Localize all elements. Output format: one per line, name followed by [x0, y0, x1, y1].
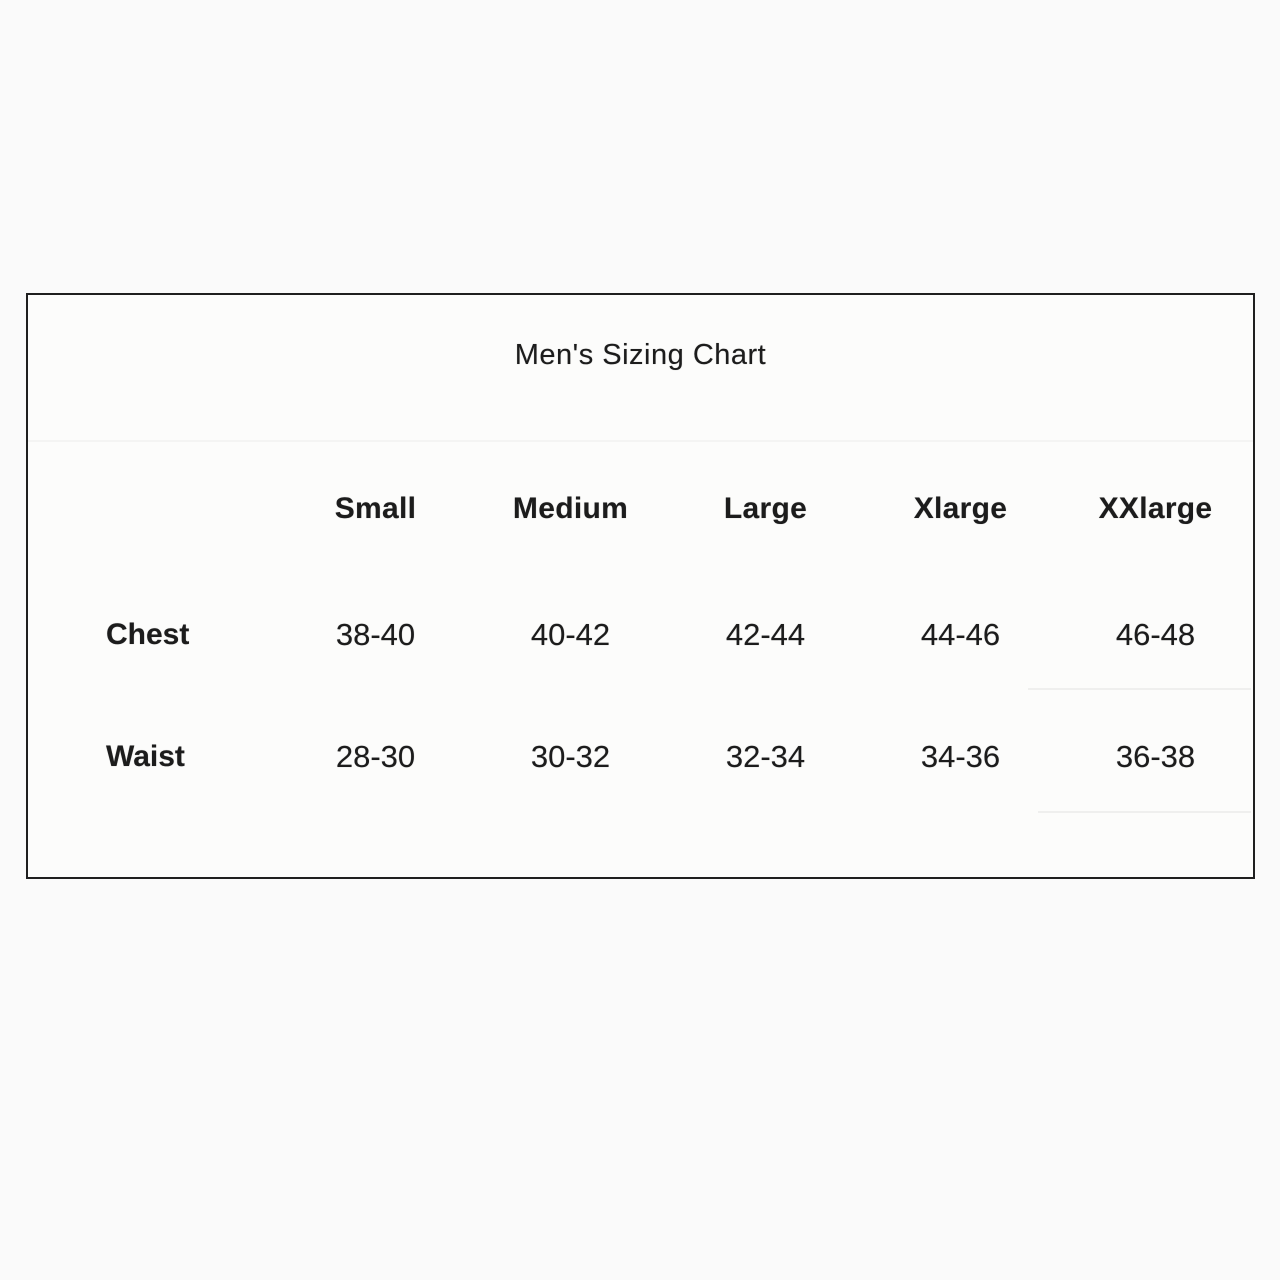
row-label-waist: Waist [106, 740, 185, 773]
waist-large-value: 32-34 [725, 739, 806, 774]
column-header-medium: Medium [512, 492, 629, 525]
sizing-chart-box: Men's Sizing Chart Small Medium Large Xl… [26, 293, 1255, 879]
column-header-xxlarge: XXlarge [1098, 492, 1213, 525]
column-header-xlarge: Xlarge [913, 492, 1008, 525]
table-row-chest: Chest 38-40 40-42 42-44 44-46 46-48 [28, 605, 1253, 665]
scan-artifact-line [1028, 688, 1251, 690]
waist-xlarge-value: 34-36 [920, 739, 1001, 774]
waist-small-value: 28-30 [335, 739, 416, 774]
scan-artifact-line [1038, 811, 1251, 813]
chest-small-value: 38-40 [335, 617, 416, 652]
chest-medium-value: 40-42 [530, 617, 611, 652]
chest-xxlarge-value: 46-48 [1115, 617, 1196, 652]
waist-medium-value: 30-32 [530, 739, 611, 774]
column-header-large: Large [723, 492, 808, 525]
size-header-row: Small Medium Large Xlarge XXlarge [28, 479, 1253, 539]
scan-artifact-line [28, 440, 1253, 442]
chest-large-value: 42-44 [725, 617, 806, 652]
column-header-small: Small [334, 492, 417, 525]
row-label-chest: Chest [106, 618, 190, 651]
chest-xlarge-value: 44-46 [920, 617, 1001, 652]
chart-title: Men's Sizing Chart [514, 339, 767, 371]
waist-xxlarge-value: 36-38 [1115, 739, 1196, 774]
table-row-waist: Waist 28-30 30-32 32-34 34-36 36-38 [28, 727, 1253, 787]
